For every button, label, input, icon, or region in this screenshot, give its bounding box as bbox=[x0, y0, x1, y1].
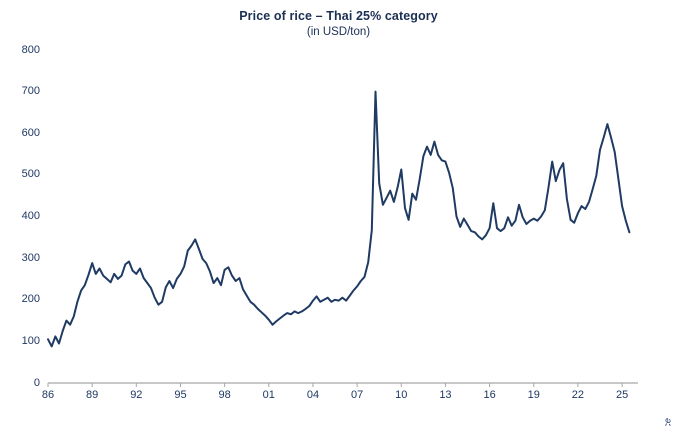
chart-subtitle: (in USD/ton) bbox=[306, 26, 371, 38]
source-note: Sources: World Bank, Macrobond, Coface bbox=[662, 418, 673, 426]
chart-title: Price of rice – Thai 25% category bbox=[239, 9, 438, 23]
price-line bbox=[47, 90, 631, 348]
